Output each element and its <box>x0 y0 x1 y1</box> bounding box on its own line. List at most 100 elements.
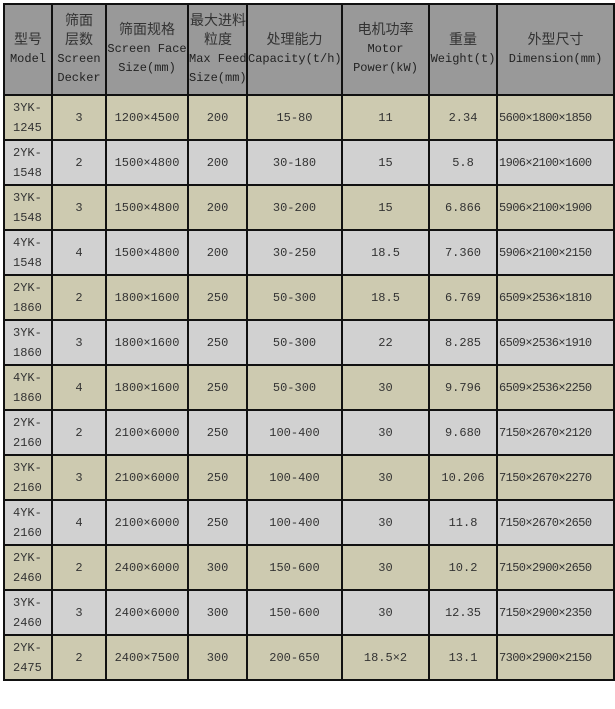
cell-capacity: 150-600 <box>246 544 343 591</box>
cell-dimension: 5906×2100×2150 <box>496 229 615 276</box>
cell-screen-face-size: 2400×7500 <box>105 634 189 681</box>
header-en-label: Size(mm) <box>118 61 176 75</box>
cell-motor-power: 18.5 <box>341 229 430 276</box>
cell-capacity: 100-400 <box>246 454 343 501</box>
specification-table: 型号 Model 筛面层数 Screen Decker 筛面规格 Screen Face Si… <box>3 3 615 681</box>
table-row: 2YK-2460 2 2400×6000 300 150-600 30 10.2 7150×2… <box>3 544 615 591</box>
cell-screen-decker: 2 <box>51 634 107 681</box>
header-cn-label: 筛面层数 <box>65 12 93 48</box>
cell-model: 3YK-1548 <box>3 184 53 231</box>
cell-model: 2YK-2460 <box>3 544 53 591</box>
cell-model: 2YK-1860 <box>3 274 53 321</box>
header-dimension: 外型尺寸 Dimension(mm) <box>496 3 615 96</box>
cell-dimension: 6509×2536×1910 <box>496 319 615 366</box>
header-en-label: Screen <box>57 51 101 66</box>
cell-capacity: 30-200 <box>246 184 343 231</box>
cell-weight: 12.35 <box>428 589 498 636</box>
header-cn-label: 处理能力 <box>266 31 323 48</box>
cell-dimension: 6509×2536×2250 <box>496 364 615 411</box>
header-screen-face-size: 筛面规格 Screen Face Size(mm) <box>105 3 189 96</box>
header-cn-label: 筛面规格 <box>119 22 175 38</box>
cell-model: 4YK-1548 <box>3 229 53 276</box>
cell-motor-power: 30 <box>341 454 430 501</box>
table-row: 3YK-2160 3 2100×6000 250 100-400 30 10.206 7150… <box>3 454 615 501</box>
header-motor-power: 电机功率 Motor Power(kW) <box>341 3 430 96</box>
cell-weight: 8.285 <box>428 319 498 366</box>
table-row: 2YK-1548 2 1500×4800 200 30-180 15 5.8 1906×210… <box>3 139 615 186</box>
cell-motor-power: 30 <box>341 499 430 546</box>
cell-capacity: 50-300 <box>246 274 343 321</box>
cell-motor-power: 30 <box>341 589 430 636</box>
cell-model: 3YK-2160 <box>3 454 53 501</box>
cell-screen-face-size: 2100×6000 <box>105 454 189 501</box>
cell-dimension: 7150×2670×2120 <box>496 409 615 456</box>
cell-screen-decker: 3 <box>51 184 107 231</box>
cell-capacity: 200-650 <box>246 634 343 681</box>
cell-screen-decker: 4 <box>51 229 107 276</box>
cell-max-feed-size: 200 <box>187 94 248 141</box>
cell-motor-power: 15 <box>341 139 430 186</box>
header-screen-decker: 筛面层数 Screen Decker <box>51 3 107 96</box>
cell-motor-power: 30 <box>341 409 430 456</box>
cell-max-feed-size: 200 <box>187 229 248 276</box>
cell-capacity: 100-400 <box>246 409 343 456</box>
cell-capacity: 50-300 <box>246 364 343 411</box>
header-cn-label: 最大进料粒度 <box>190 12 246 48</box>
cell-max-feed-size: 300 <box>187 589 248 636</box>
cell-capacity: 50-300 <box>246 319 343 366</box>
header-capacity: 处理能力 Capacity(t/h) <box>246 3 343 96</box>
cell-max-feed-size: 300 <box>187 544 248 591</box>
table-row: 2YK-1860 2 1800×1600 250 50-300 18.5 6.769 6509… <box>3 274 615 321</box>
cell-capacity: 100-400 <box>246 499 343 546</box>
cell-weight: 5.8 <box>428 139 498 186</box>
table-row: 4YK-1548 4 1500×4800 200 30-250 18.5 7.360 5906… <box>3 229 615 276</box>
cell-screen-decker: 3 <box>51 589 107 636</box>
cell-weight: 9.680 <box>428 409 498 456</box>
cell-weight: 7.360 <box>428 229 498 276</box>
cell-weight: 10.206 <box>428 454 498 501</box>
cell-screen-face-size: 1800×1600 <box>105 319 189 366</box>
cell-dimension: 7300×2900×2150 <box>496 634 615 681</box>
cell-motor-power: 18.5×2 <box>341 634 430 681</box>
cell-max-feed-size: 250 <box>187 454 248 501</box>
cell-model: 2YK-2475 <box>3 634 53 681</box>
table-row: 3YK-1548 3 1500×4800 200 30-200 15 6.866 5906×2… <box>3 184 615 231</box>
cell-dimension: 7150×2670×2270 <box>496 454 615 501</box>
cell-screen-decker: 4 <box>51 499 107 546</box>
cell-screen-face-size: 1500×4800 <box>105 139 189 186</box>
table-row: 2YK-2160 2 2100×6000 250 100-400 30 9.680 7150×… <box>3 409 615 456</box>
header-row: 型号 Model 筛面层数 Screen Decker 筛面规格 Screen Face Si… <box>3 3 615 96</box>
cell-model: 4YK-1860 <box>3 364 53 411</box>
cell-motor-power: 11 <box>341 94 430 141</box>
cell-weight: 9.796 <box>428 364 498 411</box>
cell-dimension: 6509×2536×1810 <box>496 274 615 321</box>
cell-capacity: 150-600 <box>246 589 343 636</box>
cell-weight: 6.866 <box>428 184 498 231</box>
cell-model: 3YK-2460 <box>3 589 53 636</box>
cell-weight: 2.34 <box>428 94 498 141</box>
cell-screen-face-size: 2100×6000 <box>105 409 189 456</box>
cell-motor-power: 15 <box>341 184 430 231</box>
cell-weight: 13.1 <box>428 634 498 681</box>
header-en-label: Power(kW) <box>353 61 418 75</box>
cell-weight: 6.769 <box>428 274 498 321</box>
cell-motor-power: 18.5 <box>341 274 430 321</box>
table-row: 4YK-1860 4 1800×1600 250 50-300 30 9.796 6509×2… <box>3 364 615 411</box>
header-en-label: Decker <box>57 70 101 85</box>
header-weight: 重量 Weight(t) <box>428 3 498 96</box>
header-cn-label: 重量 <box>449 31 477 48</box>
cell-motor-power: 30 <box>341 364 430 411</box>
cell-screen-face-size: 1500×4800 <box>105 229 189 276</box>
header-en-label: Max Feed <box>189 51 247 66</box>
cell-dimension: 5600×1800×1850 <box>496 94 615 141</box>
cell-screen-decker: 2 <box>51 409 107 456</box>
cell-screen-face-size: 2400×6000 <box>105 589 189 636</box>
header-en-label: Size(mm) <box>189 70 247 85</box>
cell-motor-power: 22 <box>341 319 430 366</box>
cell-dimension: 7150×2670×2650 <box>496 499 615 546</box>
cell-weight: 10.2 <box>428 544 498 591</box>
cell-screen-face-size: 1800×1600 <box>105 274 189 321</box>
cell-capacity: 15-80 <box>246 94 343 141</box>
cell-screen-decker: 3 <box>51 319 107 366</box>
cell-screen-face-size: 1200×4500 <box>105 94 189 141</box>
